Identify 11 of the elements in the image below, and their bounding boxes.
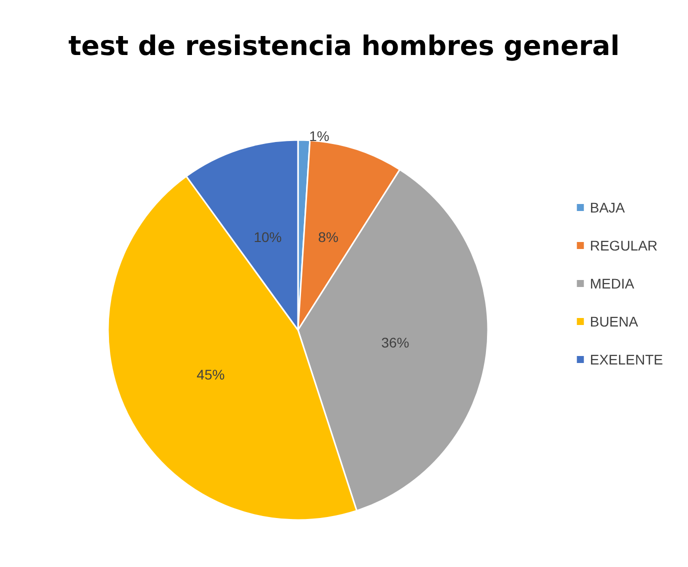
legend-label: BUENA xyxy=(590,314,639,330)
legend-label: EXELENTE xyxy=(590,352,664,368)
data-label: 8% xyxy=(318,228,338,245)
data-label: 10% xyxy=(254,228,282,245)
data-label: 36% xyxy=(381,334,410,350)
data-label: 45% xyxy=(196,366,225,382)
data-label: 1% xyxy=(309,128,330,144)
chart-title: test de resistencia hombres general xyxy=(68,31,620,62)
legend-label: REGULAR xyxy=(590,238,658,254)
legend-label: BAJA xyxy=(590,200,626,216)
legend-label: MEDIA xyxy=(590,276,635,292)
